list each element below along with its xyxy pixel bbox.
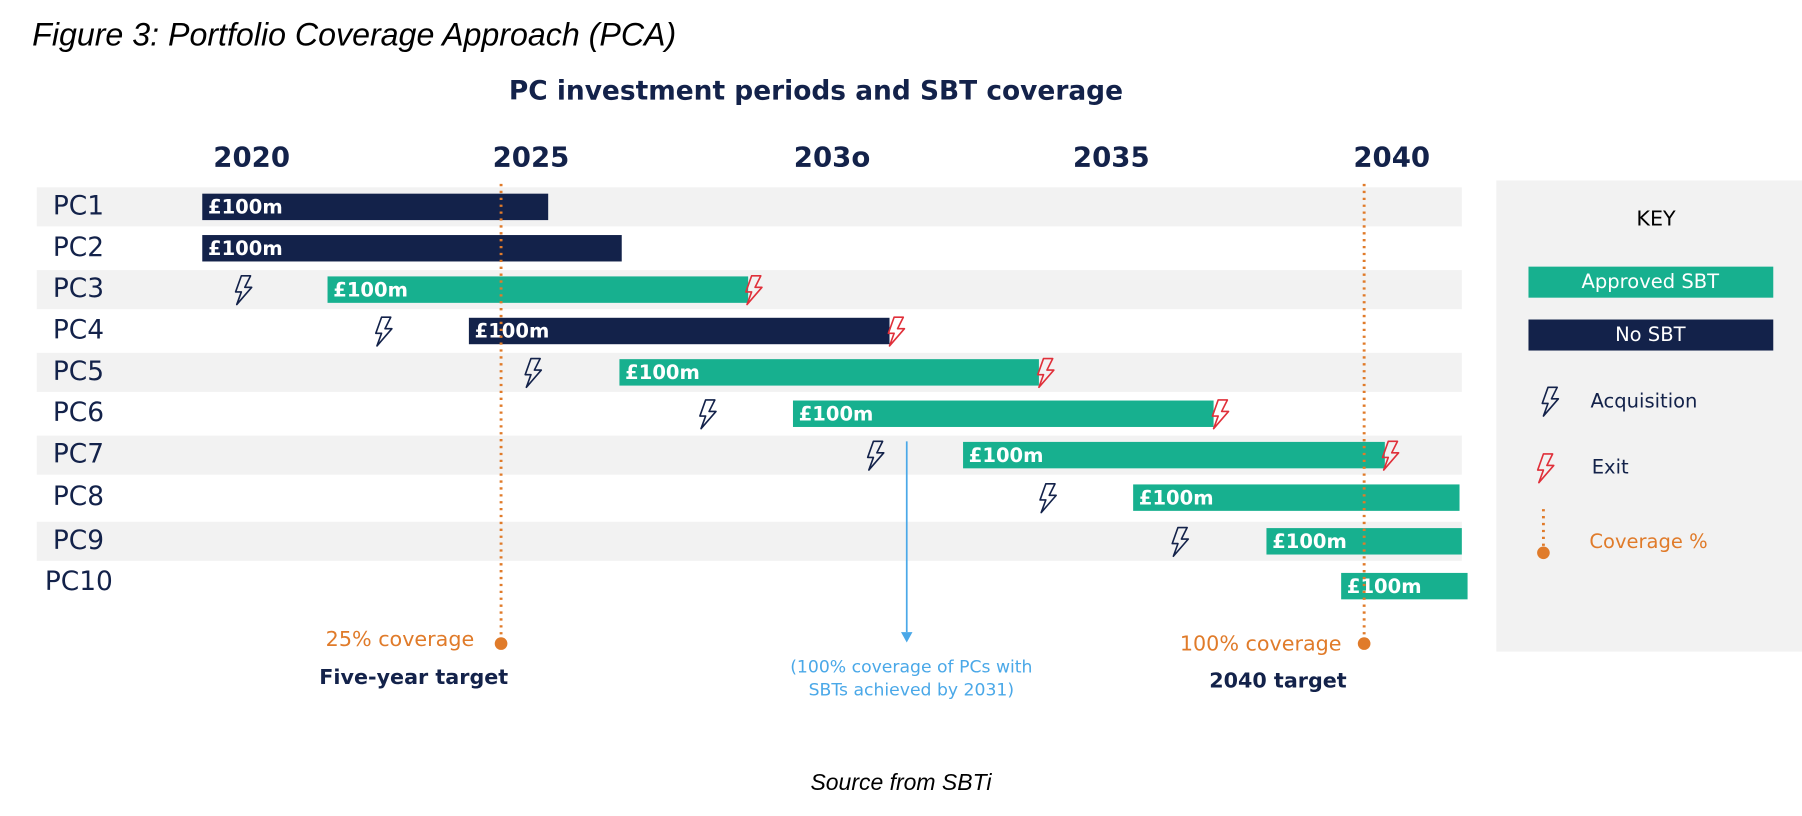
key-acquisition-label: Acquisition xyxy=(1591,390,1698,413)
rows: PC1 £100m PC2 £100m PC3 £100m PC4 £100m PC5 £100m… xyxy=(36,187,1468,600)
key-no-sbt-label: No SBT xyxy=(1615,323,1686,346)
acquisition-icon xyxy=(234,275,253,306)
row-label: PC6 xyxy=(53,397,104,428)
chart-title: PC investment periods and SBT coverage xyxy=(509,75,1123,106)
row-label: PC4 xyxy=(53,315,104,346)
acquisition-icon xyxy=(866,440,885,471)
row-label: PC8 xyxy=(53,481,104,512)
bar-label: £100m xyxy=(1272,530,1347,553)
key-approved-label: Approved SBT xyxy=(1582,270,1720,293)
key-no-sbt-swatch xyxy=(1528,319,1774,351)
investment-bar xyxy=(1341,572,1468,600)
key-coverage-label: Coverage % xyxy=(1589,530,1707,553)
row-label: PC10 xyxy=(45,566,113,597)
acquisition-icon xyxy=(1039,483,1057,514)
key-coverage-dot xyxy=(1537,546,1550,560)
investment-bar xyxy=(202,235,622,262)
row-label: PC5 xyxy=(53,356,104,387)
row-label: PC7 xyxy=(53,439,104,470)
acquisition-icon xyxy=(524,357,543,389)
key-exit-label: Exit xyxy=(1592,455,1629,478)
bar-label: £100m xyxy=(208,196,283,219)
final-target: 2040 target xyxy=(1209,669,1347,693)
bar-label: £100m xyxy=(625,361,700,384)
investment-bar xyxy=(963,441,1385,469)
bar-label: £100m xyxy=(208,237,283,260)
row-label: PC9 xyxy=(53,525,104,556)
bar-label: £100m xyxy=(333,278,408,301)
row-label: PC3 xyxy=(53,273,104,304)
year-label: 2035 xyxy=(1073,141,1150,174)
bar-label: £100m xyxy=(475,320,550,343)
exit-icon xyxy=(887,316,906,347)
five-year-coverage: 25% coverage xyxy=(326,627,475,651)
overlay: 25% coverage Five-year target (100% cove… xyxy=(319,183,1371,701)
five-year-target: Five-year target xyxy=(319,665,508,689)
exit-icon xyxy=(1036,357,1055,389)
exit-icon xyxy=(1381,440,1400,471)
key-acquisition-icon xyxy=(1541,386,1560,417)
acquisition-icon xyxy=(1171,526,1190,558)
bar-label: £100m xyxy=(1347,575,1422,598)
bar-label: £100m xyxy=(1139,486,1214,509)
year-label: 203o xyxy=(794,141,871,174)
investment-bar xyxy=(327,276,749,303)
year-label: 2020 xyxy=(213,141,290,174)
investment-bar xyxy=(792,400,1214,427)
key-panel: KEY Approved SBT No SBT Acquisition Exit… xyxy=(1496,180,1802,652)
investment-bar xyxy=(1133,484,1460,511)
exit-icon xyxy=(745,275,763,306)
row-label: PC1 xyxy=(53,190,104,221)
bar-label: £100m xyxy=(799,402,874,425)
five-year-dot xyxy=(494,637,508,650)
note-arrow-head xyxy=(901,632,913,643)
key-title: KEY xyxy=(1636,207,1676,231)
year-label: 2040 xyxy=(1353,141,1430,174)
investment-bar xyxy=(202,193,549,221)
exit-icon xyxy=(1211,399,1230,430)
key-approved-swatch xyxy=(1528,266,1774,298)
source: Source from SBTi xyxy=(810,769,992,795)
acquisition-icon xyxy=(374,316,393,347)
investment-bar xyxy=(468,317,890,345)
investment-bar xyxy=(619,359,1039,386)
figure-title: Figure 3: Portfolio Coverage Approach (P… xyxy=(32,16,676,52)
key-background xyxy=(1496,180,1802,652)
key-exit-icon xyxy=(1536,453,1555,484)
row-label: PC2 xyxy=(53,232,104,263)
note-line: SBTs achieved by 2031) xyxy=(809,681,1014,701)
row-band xyxy=(36,521,1462,561)
year-label: 2025 xyxy=(493,141,570,174)
bar-label: £100m xyxy=(969,444,1044,467)
acquisition-icon xyxy=(699,399,717,430)
note-line: (100% coverage of PCs with xyxy=(790,658,1032,678)
final-coverage: 100% coverage xyxy=(1180,632,1342,656)
final-dot xyxy=(1357,637,1371,650)
